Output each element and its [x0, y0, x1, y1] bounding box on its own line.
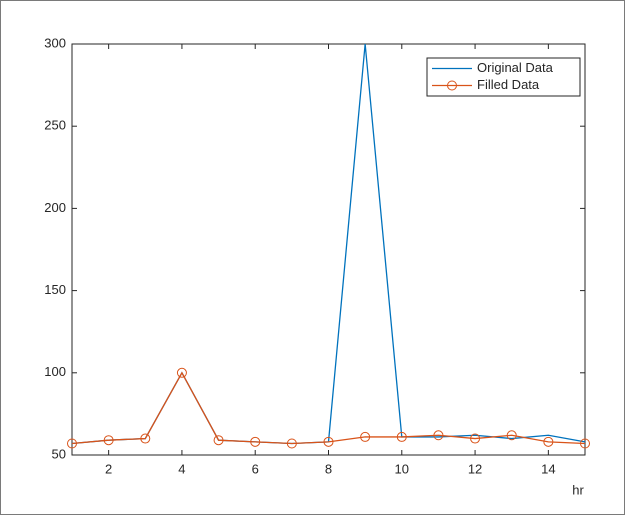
marker: [470, 433, 481, 444]
marker: [213, 435, 224, 446]
marker: [360, 431, 371, 442]
x-tick-label: 2: [105, 461, 112, 476]
marker: [580, 438, 590, 449]
y-tick-label: 250: [44, 118, 66, 133]
y-tick-label: 300: [44, 35, 66, 50]
marker: [250, 436, 261, 447]
marker: [506, 430, 517, 441]
marker: [140, 433, 151, 444]
x-tick-label: 8: [325, 461, 332, 476]
x-tick-label: 4: [178, 461, 185, 476]
marker: [176, 367, 187, 378]
legend-marker: [447, 80, 457, 91]
x-tick-label: 6: [252, 461, 259, 476]
marker: [433, 430, 444, 441]
x-tick-label: 10: [395, 461, 409, 476]
x-tick-label: 14: [541, 461, 555, 476]
legend-label: Original Data: [477, 60, 554, 75]
series-line: [71, 371, 586, 445]
axes-box: [71, 43, 586, 456]
marker: [67, 438, 77, 449]
legend-label: Filled Data: [477, 77, 540, 92]
marker: [543, 436, 554, 447]
x-axis-label: hr: [572, 482, 584, 497]
marker: [323, 436, 334, 447]
y-tick-label: 100: [44, 364, 66, 379]
y-tick-label: 150: [44, 282, 66, 297]
y-tick-label: 200: [44, 200, 66, 215]
marker: [103, 435, 114, 446]
y-tick-label: 50: [52, 446, 66, 461]
marker: [396, 431, 407, 442]
marker: [286, 438, 297, 449]
x-tick-label: 12: [468, 461, 482, 476]
